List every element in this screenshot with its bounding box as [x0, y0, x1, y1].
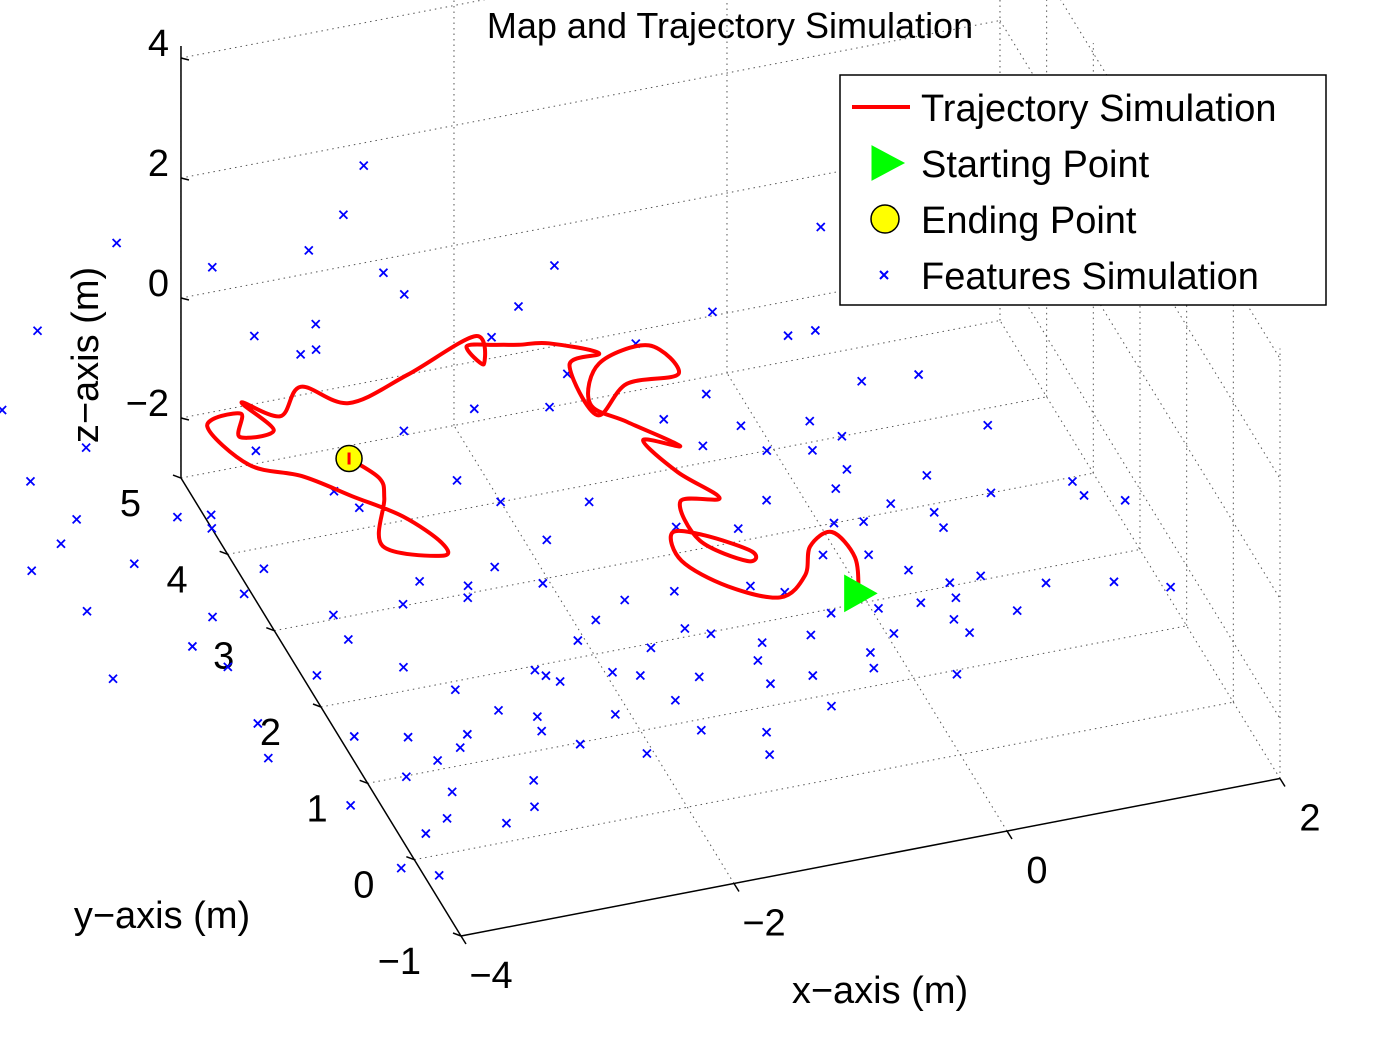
x-tick-label: 0	[1026, 850, 1047, 892]
y-axis-label: y−axis (m)	[74, 895, 250, 937]
y-tick-label: −1	[378, 941, 421, 983]
y-tick-label: 0	[353, 865, 374, 907]
z-tick-label: 0	[148, 263, 169, 305]
x-tick-label: 2	[1299, 798, 1320, 840]
legend-label-trajectory: Trajectory Simulation	[921, 88, 1277, 130]
legend: Trajectory Simulation Starting Point End…	[840, 75, 1326, 305]
z-tick-label: 4	[148, 23, 169, 65]
legend-label-end: Ending Point	[921, 200, 1137, 242]
legend-label-features: Features Simulation	[921, 256, 1259, 298]
y-tick-label: 2	[260, 712, 281, 754]
y-tick-label: 4	[167, 559, 188, 601]
legend-label-start: Starting Point	[921, 144, 1150, 186]
x-axis-label: x−axis (m)	[792, 970, 968, 1012]
z-tick-label: −2	[126, 383, 169, 425]
y-tick-label: 1	[307, 788, 328, 830]
legend-item-features: Features Simulation	[880, 256, 1259, 298]
x-tick-label: −2	[742, 903, 785, 945]
z-tick-label: 2	[148, 143, 169, 185]
x-tick-label: −4	[469, 955, 512, 997]
circle-icon	[871, 205, 899, 233]
y-tick-label: 5	[120, 483, 141, 525]
z-axis-label: z−axis (m)	[65, 267, 107, 443]
